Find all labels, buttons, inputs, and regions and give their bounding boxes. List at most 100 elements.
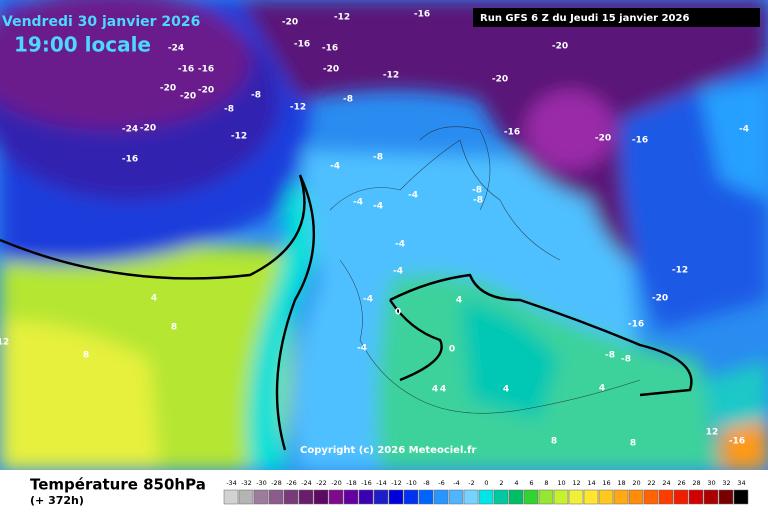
legend-label: -8 xyxy=(423,479,429,487)
legend-swatch xyxy=(328,489,344,505)
legend-label: 16 xyxy=(602,479,610,487)
legend-swatch xyxy=(223,489,239,505)
legend-swatch xyxy=(358,489,374,505)
isotherm-label: 4 xyxy=(599,384,605,394)
isotherm-label: -20 xyxy=(160,84,176,94)
legend-label: -26 xyxy=(286,479,297,487)
isotherm-label: -8 xyxy=(373,153,383,163)
legend-label: 24 xyxy=(662,479,670,487)
legend-label: -20 xyxy=(331,479,342,487)
legend-label: 32 xyxy=(722,479,730,487)
legend-label: 8 xyxy=(544,479,548,487)
isotherm-label: -16 xyxy=(504,128,520,138)
isotherm-label: -20 xyxy=(652,294,668,304)
legend-label: -22 xyxy=(316,479,327,487)
isotherm-label: -20 xyxy=(552,42,568,52)
legend-swatch xyxy=(313,489,329,505)
isotherm-label: -24 xyxy=(168,44,184,54)
isotherm-label: 4 xyxy=(503,385,509,395)
isotherm-label: -12 xyxy=(231,132,247,142)
legend-label: -10 xyxy=(406,479,417,487)
legend-swatch xyxy=(568,489,584,505)
legend-swatch xyxy=(613,489,629,505)
color-legend: -34 -32 -30 -28 -26 -24 -22 -20 -18 -16 -14 -12 -10-… xyxy=(223,479,749,505)
legend-swatch xyxy=(283,489,299,505)
legend-label: 34 xyxy=(737,479,745,487)
legend-label: -18 xyxy=(346,479,357,487)
legend-label: 0 xyxy=(484,479,488,487)
legend-swatch xyxy=(433,489,449,505)
legend-swatch xyxy=(583,489,599,505)
legend-label: 14 xyxy=(587,479,595,487)
legend-label: -32 xyxy=(241,479,252,487)
isotherm-label: 12 xyxy=(706,428,719,438)
isotherm-label: -16 xyxy=(322,44,338,54)
isotherm-label: 4 xyxy=(151,294,157,304)
isotherm-label: -12 xyxy=(290,103,306,113)
legend-label: -30 xyxy=(256,479,267,487)
legend-swatch xyxy=(388,489,404,505)
isotherm-label: -8 xyxy=(621,355,631,365)
legend-swatch xyxy=(478,489,494,505)
isotherm-label: 8 xyxy=(83,351,89,361)
legend-label: -2 xyxy=(468,479,474,487)
legend-swatch xyxy=(238,489,254,505)
legend-swatch xyxy=(268,489,284,505)
isotherm-label: -12 xyxy=(672,266,688,276)
legend-swatch xyxy=(403,489,419,505)
isotherm-label: 0 xyxy=(449,345,455,355)
legend-label: -14 xyxy=(376,479,387,487)
isotherm-label: -20 xyxy=(140,124,156,134)
isotherm-label: -8 xyxy=(605,351,615,361)
isotherm-label: -8 xyxy=(224,105,234,115)
isotherm-label: 4 xyxy=(432,385,438,395)
isotherm-label: -20 xyxy=(180,92,196,102)
isotherm-label: -4 xyxy=(363,295,373,305)
legend-label: -24 xyxy=(301,479,312,487)
isotherm-label: 8 xyxy=(171,323,177,333)
forecast-time: 19:00 locale xyxy=(14,33,151,57)
isotherm-label: -16 xyxy=(198,65,214,75)
legend-swatch xyxy=(418,489,434,505)
run-box xyxy=(473,8,760,27)
isotherm-label: 12 xyxy=(0,338,9,348)
legend-label: 18 xyxy=(617,479,625,487)
isotherm-label: -8 xyxy=(251,91,261,101)
legend-swatch xyxy=(628,489,644,505)
isotherm-label: -12 xyxy=(334,13,350,23)
legend-swatch xyxy=(688,489,704,505)
legend-swatch xyxy=(598,489,614,505)
isotherm-label: -4 xyxy=(395,240,405,250)
legend-swatch xyxy=(733,489,749,505)
legend-label: -16 xyxy=(361,479,372,487)
legend-label: 26 xyxy=(677,479,685,487)
isotherm-label: -4 xyxy=(353,198,363,208)
legend-label: 12 xyxy=(572,479,580,487)
legend-label: 30 xyxy=(707,479,715,487)
isotherm-label: -20 xyxy=(198,86,214,96)
isotherm-label: 0 xyxy=(395,308,401,318)
isotherm-label: -4 xyxy=(373,202,383,212)
legend-label: 22 xyxy=(647,479,655,487)
legend-label: 2 xyxy=(499,479,503,487)
legend-swatch xyxy=(448,489,464,505)
isotherm-label: -4 xyxy=(739,125,749,135)
legend-swatch xyxy=(538,489,554,505)
isotherm-label: -20 xyxy=(492,75,508,85)
isotherm-label: -20 xyxy=(323,65,339,75)
footer-title: Température 850hPa xyxy=(30,476,206,494)
isotherm-label: -20 xyxy=(282,18,298,28)
footer-subtitle: (+ 372h) xyxy=(30,494,84,507)
map-labels: -20-16-12-16-20-24-16 -16-20-20-20-24 -20-… xyxy=(0,10,749,449)
legend-swatch xyxy=(373,489,389,505)
legend-label: -6 xyxy=(438,479,444,487)
legend-swatch xyxy=(718,489,734,505)
legend-label: -12 xyxy=(391,479,402,487)
isotherm-label: -8 xyxy=(343,95,353,105)
legend-swatch xyxy=(253,489,269,505)
isotherm-label: 8 xyxy=(551,437,557,447)
isotherm-label: -8 xyxy=(472,186,482,196)
legend-swatch xyxy=(553,489,569,505)
legend-swatch xyxy=(463,489,479,505)
